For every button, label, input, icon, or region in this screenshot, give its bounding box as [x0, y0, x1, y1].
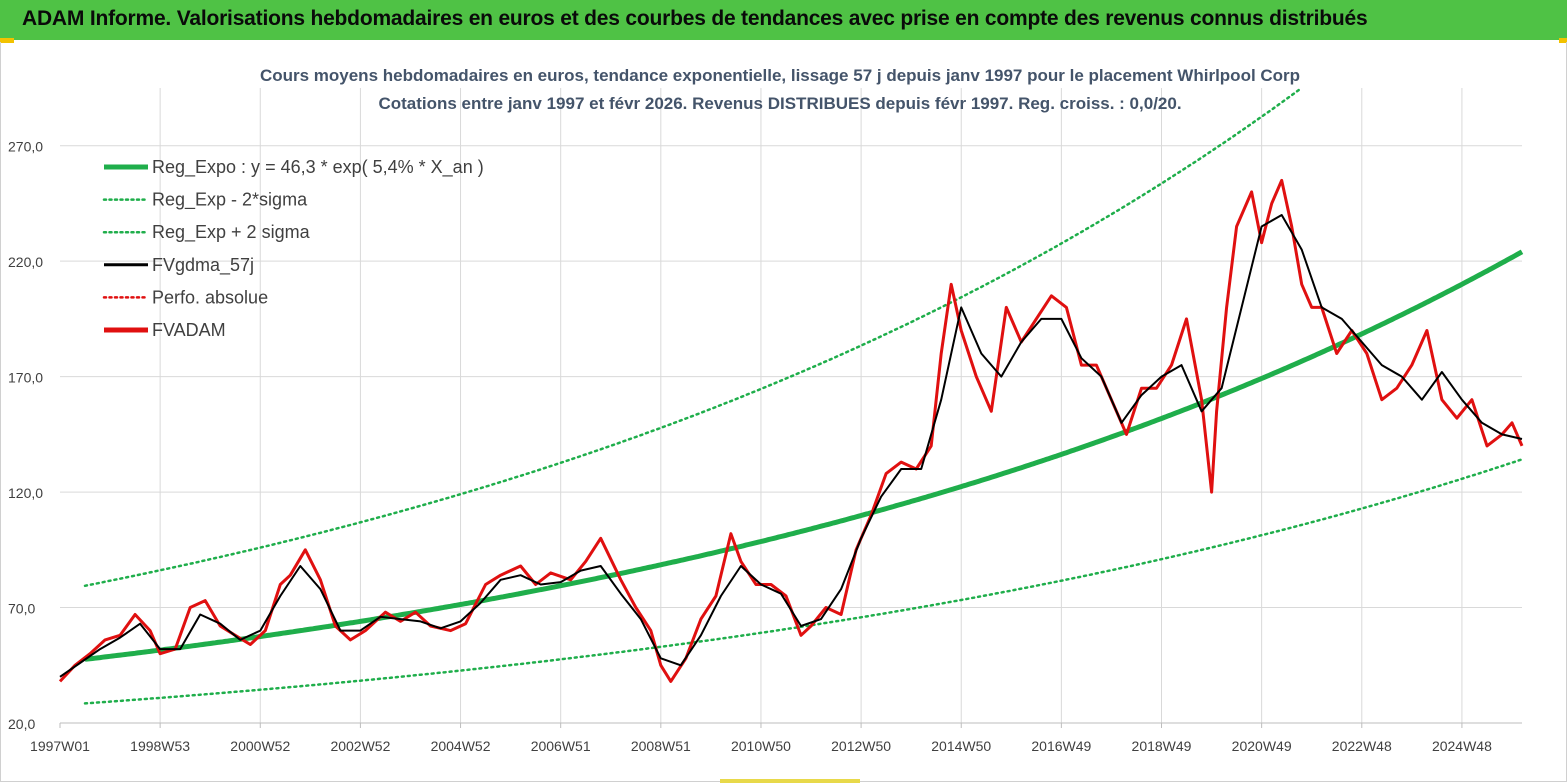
- gold-accent-bottom: [720, 779, 860, 783]
- legend-label: Reg_Expo : y = 46,3 * exp( 5,4% * X_an ): [152, 157, 484, 178]
- x-tick-label: 2006W51: [531, 738, 591, 754]
- x-tick-label: 2000W52: [230, 738, 290, 754]
- y-tick-label: 120,0: [8, 485, 43, 501]
- chart-title: Cours moyens hebdomadaires en euros, ten…: [260, 66, 1300, 85]
- x-tick-label: 2004W52: [431, 738, 491, 754]
- axis-layer: 20,0 70,0 120,0 170,0 220,0 270,0 1997W01 1998W…: [8, 139, 1522, 754]
- legend-label: Reg_Exp + 2 sigma: [152, 222, 311, 243]
- y-tick-label: 20,0: [8, 716, 35, 732]
- series-reg-expo: [84, 249, 1524, 662]
- chart-subtitle: Cotations entre janv 1997 et févr 2026. …: [378, 94, 1181, 113]
- banner-title: ADAM Informe. Valorisations hebdomadaire…: [22, 7, 1368, 30]
- legend-label: FVADAM: [152, 320, 226, 340]
- x-tick-label: 2014W50: [931, 738, 991, 754]
- legend-label: FVgdma_57j: [152, 255, 254, 276]
- header-banner: ADAM Informe. Valorisations hebdomadaire…: [0, 0, 1567, 40]
- gold-accent-left: [0, 38, 14, 43]
- gold-accent-right: [1559, 38, 1567, 43]
- x-tick-label: 2010W50: [731, 738, 791, 754]
- x-tick-label: 2020W49: [1232, 738, 1292, 754]
- x-tick-label: 2024W48: [1432, 738, 1492, 754]
- x-tick-label: 2012W50: [831, 738, 891, 754]
- x-tick-label: 2018W49: [1132, 738, 1192, 754]
- x-tick-label: 2016W49: [1031, 738, 1091, 754]
- series-layer: [58, 88, 1524, 705]
- series-fvgdma-57j: [59, 214, 1523, 678]
- series-reg-exp-plus-2sigma: [83, 88, 1301, 588]
- series-reg-exp-minus-2sigma: [83, 458, 1524, 705]
- grid-layer: [60, 88, 1522, 723]
- legend-label: Reg_Exp - 2*sigma: [152, 190, 308, 211]
- x-tick-label: 1997W01: [30, 738, 90, 754]
- y-tick-label: 220,0: [8, 254, 43, 270]
- x-tick-label: 1998W53: [130, 738, 190, 754]
- y-tick-label: 170,0: [8, 370, 43, 386]
- y-tick-label: 70,0: [8, 601, 35, 617]
- chart-legend: Reg_Expo : y = 46,3 * exp( 5,4% * X_an )…: [102, 157, 484, 340]
- x-tick-label: 2008W51: [631, 738, 691, 754]
- x-tick-label: 2022W48: [1332, 738, 1392, 754]
- legend-label: Perfo. absolue: [152, 287, 268, 307]
- y-tick-label: 270,0: [8, 139, 43, 155]
- x-tick-label: 2002W52: [330, 738, 390, 754]
- series-fvadam: [58, 178, 1524, 683]
